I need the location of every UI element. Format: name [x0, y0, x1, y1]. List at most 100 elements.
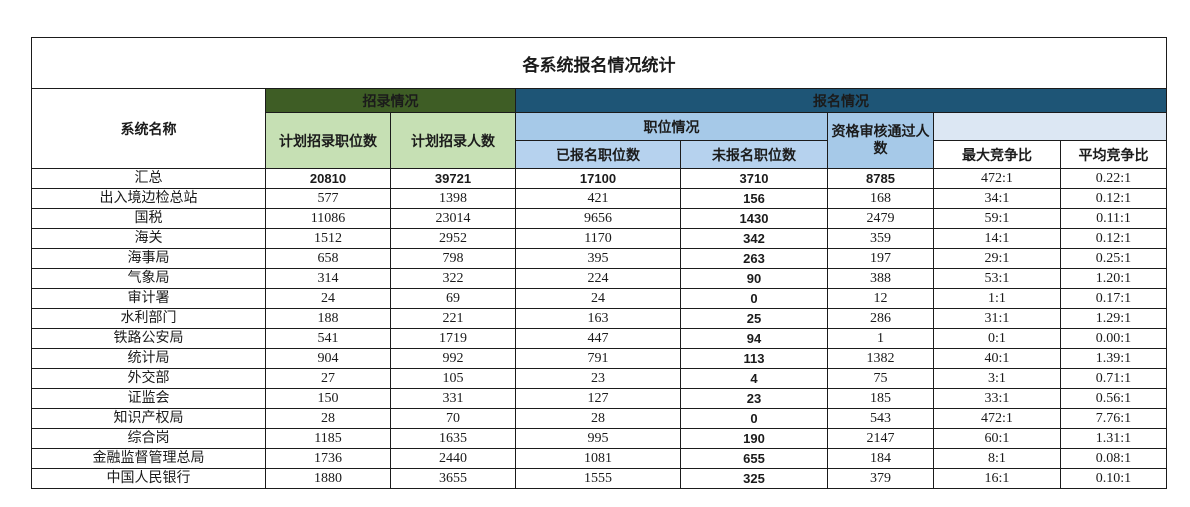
cell-unapplied-positions: 1430	[680, 208, 828, 229]
cell-unapplied-positions: 325	[680, 468, 828, 489]
cell-max-ratio: 8:1	[933, 448, 1061, 469]
cell-applied-positions: 127	[515, 388, 681, 409]
cell-avg-ratio: 0.12:1	[1060, 188, 1167, 209]
cell-system-name: 出入境边检总站	[31, 188, 266, 209]
header-max-ratio: 最大竞争比	[933, 140, 1061, 169]
cell-applied-positions: 17100	[515, 168, 681, 189]
cell-avg-ratio: 0.25:1	[1060, 248, 1167, 269]
header-applied-positions: 已报名职位数	[515, 140, 681, 169]
table-title: 各系统报名情况统计	[31, 37, 1167, 89]
header-planned-people: 计划招录人数	[390, 112, 516, 169]
cell-qualified-people: 185	[827, 388, 934, 409]
cell-system-name: 海关	[31, 228, 266, 249]
table-row: 知识产权局 28 70 28 0 543 472:1 7.76:1	[31, 408, 1167, 429]
cell-planned-people: 798	[390, 248, 516, 269]
cell-max-ratio: 34:1	[933, 188, 1061, 209]
cell-avg-ratio: 0.22:1	[1060, 168, 1167, 189]
table-row: 综合岗 1185 1635 995 190 2147 60:1 1.31:1	[31, 428, 1167, 449]
header-empty-cell	[933, 112, 1167, 141]
cell-applied-positions: 995	[515, 428, 681, 449]
cell-max-ratio: 1:1	[933, 288, 1061, 309]
cell-system-name: 水利部门	[31, 308, 266, 329]
cell-max-ratio: 60:1	[933, 428, 1061, 449]
registration-stats-table: 各系统报名情况统计 系统名称 招录情况 报名情况 计划招录职位数 计划招录人数 …	[31, 37, 1167, 489]
cell-unapplied-positions: 655	[680, 448, 828, 469]
cell-system-name: 外交部	[31, 368, 266, 389]
cell-avg-ratio: 1.20:1	[1060, 268, 1167, 289]
header-apply-group: 报名情况	[515, 88, 1167, 113]
cell-planned-people: 2952	[390, 228, 516, 249]
cell-unapplied-positions: 0	[680, 408, 828, 429]
cell-avg-ratio: 7.76:1	[1060, 408, 1167, 429]
header-planned-positions: 计划招录职位数	[265, 112, 391, 169]
cell-unapplied-positions: 190	[680, 428, 828, 449]
cell-system-name: 中国人民银行	[31, 468, 266, 489]
cell-unapplied-positions: 94	[680, 328, 828, 349]
cell-planned-positions: 20810	[265, 168, 391, 189]
cell-max-ratio: 53:1	[933, 268, 1061, 289]
cell-qualified-people: 379	[827, 468, 934, 489]
cell-unapplied-positions: 90	[680, 268, 828, 289]
cell-qualified-people: 2147	[827, 428, 934, 449]
header-row-sub: 已报名职位数 未报名职位数 最大竞争比 平均竞争比	[32, 140, 1167, 169]
table-row: 水利部门 188 221 163 25 286 31:1 1.29:1	[31, 308, 1167, 329]
cell-applied-positions: 1170	[515, 228, 681, 249]
table-row: 金融监督管理总局 1736 2440 1081 655 184 8:1 0.08…	[31, 448, 1167, 469]
cell-avg-ratio: 0.00:1	[1060, 328, 1167, 349]
cell-system-name: 海事局	[31, 248, 266, 269]
header-avg-ratio: 平均竞争比	[1060, 140, 1167, 169]
cell-planned-people: 992	[390, 348, 516, 369]
cell-avg-ratio: 0.08:1	[1060, 448, 1167, 469]
cell-applied-positions: 1081	[515, 448, 681, 469]
cell-avg-ratio: 1.39:1	[1060, 348, 1167, 369]
cell-system-name: 国税	[31, 208, 266, 229]
cell-applied-positions: 421	[515, 188, 681, 209]
cell-applied-positions: 24	[515, 288, 681, 309]
cell-unapplied-positions: 4	[680, 368, 828, 389]
cell-unapplied-positions: 156	[680, 188, 828, 209]
table-row: 国税 11086 23014 9656 1430 2479 59:1 0.11:…	[31, 208, 1167, 229]
cell-avg-ratio: 0.71:1	[1060, 368, 1167, 389]
cell-planned-positions: 314	[265, 268, 391, 289]
cell-planned-positions: 11086	[265, 208, 391, 229]
cell-planned-positions: 28	[265, 408, 391, 429]
cell-planned-people: 2440	[390, 448, 516, 469]
table-row: 证监会 150 331 127 23 185 33:1 0.56:1	[31, 388, 1167, 409]
cell-qualified-people: 2479	[827, 208, 934, 229]
cell-qualified-people: 286	[827, 308, 934, 329]
cell-applied-positions: 9656	[515, 208, 681, 229]
cell-planned-people: 1635	[390, 428, 516, 449]
cell-qualified-people: 184	[827, 448, 934, 469]
cell-unapplied-positions: 342	[680, 228, 828, 249]
cell-applied-positions: 163	[515, 308, 681, 329]
table-row: 铁路公安局 541 1719 447 94 1 0:1 0.00:1	[31, 328, 1167, 349]
cell-max-ratio: 0:1	[933, 328, 1061, 349]
cell-planned-positions: 1736	[265, 448, 391, 469]
table-row: 海关 1512 2952 1170 342 359 14:1 0.12:1	[31, 228, 1167, 249]
cell-planned-people: 23014	[390, 208, 516, 229]
cell-qualified-people: 1382	[827, 348, 934, 369]
cell-qualified-people: 75	[827, 368, 934, 389]
cell-planned-people: 1398	[390, 188, 516, 209]
cell-unapplied-positions: 25	[680, 308, 828, 329]
cell-planned-positions: 24	[265, 288, 391, 309]
header-unapplied-positions: 未报名职位数	[680, 140, 828, 169]
cell-planned-people: 221	[390, 308, 516, 329]
cell-planned-people: 3655	[390, 468, 516, 489]
cell-applied-positions: 1555	[515, 468, 681, 489]
cell-max-ratio: 16:1	[933, 468, 1061, 489]
table-row: 统计局 904 992 791 113 1382 40:1 1.39:1	[31, 348, 1167, 369]
cell-max-ratio: 40:1	[933, 348, 1061, 369]
cell-system-name: 金融监督管理总局	[31, 448, 266, 469]
cell-planned-positions: 188	[265, 308, 391, 329]
table-row: 气象局 314 322 224 90 388 53:1 1.20:1	[31, 268, 1167, 289]
cell-planned-people: 322	[390, 268, 516, 289]
cell-system-name: 统计局	[31, 348, 266, 369]
cell-planned-people: 70	[390, 408, 516, 429]
cell-applied-positions: 23	[515, 368, 681, 389]
header-position-group: 职位情况	[515, 112, 828, 141]
cell-applied-positions: 28	[515, 408, 681, 429]
cell-system-name: 汇总	[31, 168, 266, 189]
cell-qualified-people: 12	[827, 288, 934, 309]
cell-planned-people: 69	[390, 288, 516, 309]
